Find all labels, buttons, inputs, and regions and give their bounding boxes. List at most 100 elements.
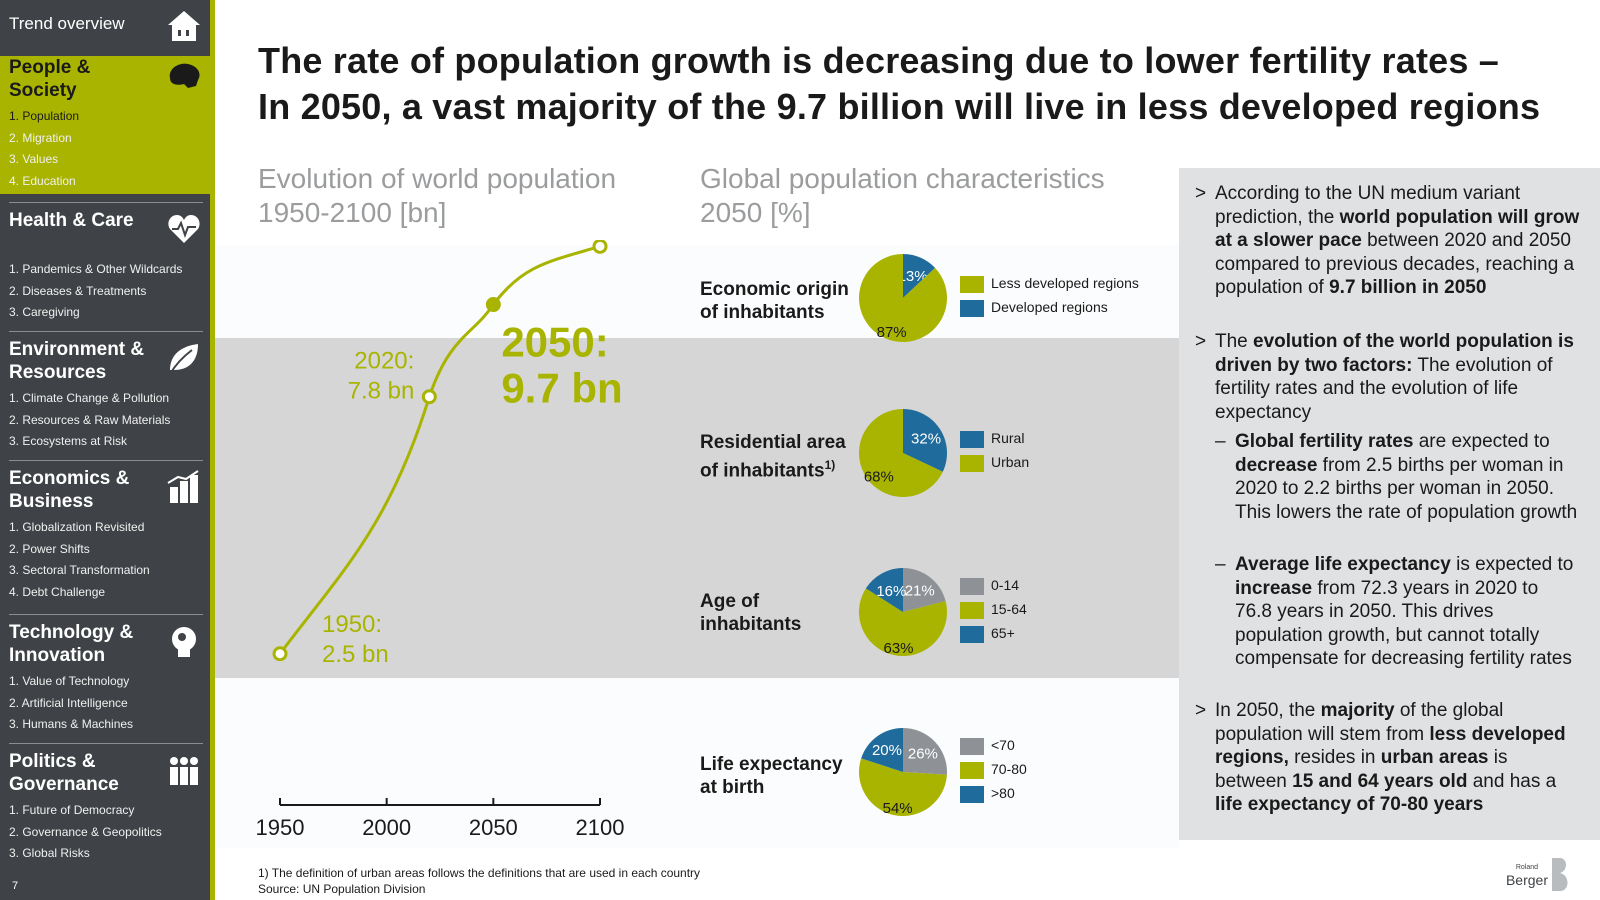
chart-band-gray	[215, 338, 1179, 678]
sidebar-section-title[interactable]: Politics & Governance	[9, 751, 119, 795]
pie-2-title: Residential area of inhabitants1)	[700, 431, 846, 482]
home-icon	[168, 11, 200, 41]
pie-title-line: Age of	[700, 591, 760, 612]
sidebar-subitem[interactable]: 1. Pandemics & Other Wildcards	[9, 262, 183, 276]
legend-swatch	[960, 737, 984, 755]
pie-slice-label: 20%	[872, 742, 902, 759]
sidebar-subitem[interactable]: 1. Value of Technology	[9, 674, 130, 688]
pie-slice-label: 16%	[876, 583, 906, 600]
sidebar-subitem[interactable]: 2. Governance & Geopolitics	[9, 824, 162, 839]
x-tick-label-1950: 1950	[256, 815, 305, 840]
sidebar-subitem[interactable]: 3. Global Risks	[9, 846, 90, 860]
factory-chart-icon	[167, 470, 199, 503]
sidebar-subitem[interactable]: 4. Debt Challenge	[9, 584, 106, 599]
bullet-marker: –	[1215, 431, 1226, 452]
line-chart-subtitle-line-1: Evolution of world population	[258, 163, 617, 194]
legend-entry: Developed regions	[960, 296, 1139, 320]
pie-title-line: of inhabitants	[700, 302, 825, 323]
sidebar-subitem[interactable]: 2. Diseases & Treatments	[9, 283, 147, 298]
logo-big-text: Berger	[1506, 872, 1548, 888]
bullet-marker: >	[1195, 700, 1207, 721]
sidebar-section-title[interactable]: Economics & Business	[9, 468, 130, 512]
sidebar-subitem[interactable]: 1. Climate Change & Pollution	[9, 391, 170, 405]
leaf-icon	[169, 344, 198, 375]
pie-slice-label: 32%	[911, 430, 941, 447]
legend-swatch	[960, 625, 984, 643]
legend-entry: Urban	[960, 451, 1029, 475]
pie-title-line: Life expectancy	[700, 754, 843, 775]
legend-swatch	[960, 275, 984, 293]
footnote-marker: 1)	[824, 458, 836, 472]
sidebar-subitem[interactable]: 3. Values	[9, 152, 59, 166]
sidebar-accent-bar	[210, 0, 215, 900]
pie-2-legend: Rural Urban	[960, 427, 1029, 475]
sidebar-subitem[interactable]: 3. Sectoral Transformation	[9, 563, 150, 577]
pie-title-line: Residential area	[700, 432, 846, 453]
sidebar-section-title[interactable]: Health & Care	[9, 210, 134, 231]
pie-4-legend: <70 70-80 >80	[960, 734, 1027, 806]
sidebar-subitem[interactable]: 1. Future of Democracy	[9, 803, 135, 817]
sidebar-subitem[interactable]: 2. Resources & Raw Materials	[9, 412, 171, 427]
page-number: 7	[12, 880, 19, 892]
sidebar-section-title[interactable]: People & Society	[9, 57, 91, 101]
sidebar-subitem[interactable]: 1. Population	[9, 109, 80, 123]
pie-slice-15-64	[859, 588, 947, 656]
bullet-marker: >	[1195, 183, 1207, 204]
legend-swatch	[960, 785, 984, 803]
sidebar-subitem[interactable]: 3. Ecosystems at Risk	[9, 434, 128, 448]
legend-swatch	[960, 601, 984, 619]
page-title: The rate of population growth is decreas…	[258, 38, 1578, 130]
pie-slice-70-80	[859, 758, 947, 816]
pie-slice-less-developed-regions	[859, 254, 947, 342]
sidebar-subitem[interactable]: 3. Caregiving	[9, 305, 80, 319]
line-chart-subtitle-line-2: 1950-2100 [bn]	[258, 197, 447, 228]
bullet-marker: –	[1215, 554, 1226, 575]
line-chart-subtitle: Evolution of world population 1950-2100 …	[258, 162, 616, 230]
sidebar-section-title[interactable]: Technology & Innovation	[9, 622, 134, 666]
sidebar-subitem[interactable]: 2. Migration	[9, 130, 72, 145]
legend-swatch	[960, 454, 984, 472]
legend-entry: 15-64	[960, 598, 1027, 622]
chart-band-top	[215, 245, 1179, 338]
sidebar-divider	[9, 743, 203, 744]
sidebar-subitem[interactable]: 3. Humans & Machines	[9, 717, 134, 731]
annotation-2020-year: 2020:	[354, 348, 414, 375]
pie-1-title: Economic origin of inhabitants	[700, 278, 849, 324]
sidebar-section-1[interactable]: People & Society 1. Population 2. Migratio…	[0, 56, 210, 203]
sidebar-divider	[9, 202, 203, 203]
pie-charts-subtitle-line-1: Global population characteristics	[700, 163, 1105, 194]
sidebar-subitem[interactable]: 2. Artificial Intelligence	[9, 695, 128, 710]
sidebar-subitem[interactable]: 1. Globalization Revisited	[9, 520, 145, 534]
pie-charts-subtitle: Global population characteristics 2050 […	[700, 162, 1105, 230]
population-point-2020	[421, 389, 437, 405]
sidebar-subitem[interactable]: 2. Power Shifts	[9, 541, 90, 556]
sidebar-subitem[interactable]: 4. Education	[9, 173, 76, 188]
pie-chart-4: 26% 54% 20%	[859, 728, 947, 817]
legend-swatch	[960, 761, 984, 779]
legend-swatch	[960, 577, 984, 595]
pie-chart-2: 32% 68%	[859, 409, 947, 497]
roland-berger-logo: Roland Berger	[1506, 858, 1568, 891]
bullet-text: According to the UN medium variant predi…	[1215, 183, 1580, 298]
sidebar-section-title[interactable]: Environment & Resources	[9, 339, 145, 383]
pie-slice-label: 13%	[898, 268, 928, 285]
sidebar-divider	[9, 460, 203, 461]
legend-label: 65+	[991, 625, 1015, 641]
legend-entry: 0-14	[960, 574, 1027, 598]
pie-title-line: of inhabitants1)	[700, 458, 836, 482]
people-head-icon	[169, 63, 200, 88]
pie-slice-label: 68%	[864, 468, 894, 485]
summary-panel: > According to the UN medium variant pred…	[1179, 168, 1600, 840]
pie-slice-65-	[865, 568, 903, 612]
pie-slice--70	[903, 728, 947, 775]
legend-entry: <70	[960, 734, 1027, 758]
footnote: 1) The definition of urban areas follows…	[258, 865, 700, 897]
pie-title-line: at birth	[700, 777, 765, 798]
trend-overview-link[interactable]: Trend overview	[0, 0, 210, 54]
pie-slice-rural	[903, 409, 947, 472]
pie-chart-3: 21% 63% 16%	[859, 568, 947, 657]
legend-label: Developed regions	[991, 299, 1108, 315]
pie-slice--80	[861, 728, 903, 772]
legend-entry: 65+	[960, 622, 1027, 646]
annotation-2020-value: 7.8 bn	[348, 378, 415, 405]
